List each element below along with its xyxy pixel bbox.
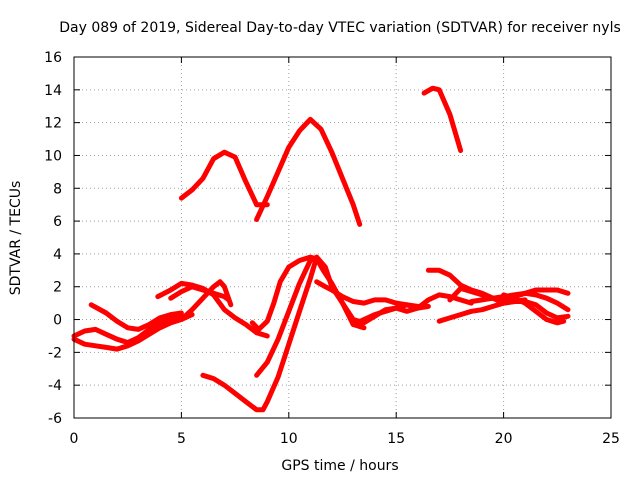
series-line-s1	[178, 149, 270, 208]
x-tick-label: 25	[602, 431, 620, 447]
series-line-s8	[168, 284, 232, 303]
series-line-s17	[436, 299, 571, 324]
y-tick-label: 2	[53, 280, 62, 296]
series-line-s6	[88, 302, 184, 332]
series-line-s2	[254, 116, 363, 227]
series-line-s13	[314, 279, 421, 309]
x-tick-label: 0	[70, 431, 79, 447]
y-tick-label: 0	[53, 313, 62, 329]
y-tick-label: -2	[48, 345, 62, 361]
series-line-s18	[501, 292, 567, 326]
x-tick-label: 5	[177, 431, 186, 447]
x-tick-label: 15	[387, 431, 405, 447]
x-tick-label: 10	[280, 431, 298, 447]
y-tick-label: 8	[53, 181, 62, 197]
y-tick-label: 16	[44, 50, 62, 66]
axis-ticks: 0 5 10 15 20 25 -6 -4 -2 0 2 4 6 8 10 12 14 16	[44, 50, 620, 447]
x-tick-label: 20	[495, 431, 513, 447]
y-tick-label: -6	[48, 411, 62, 427]
series-line-s9	[178, 279, 234, 322]
y-tick-label: 10	[44, 148, 62, 164]
series-line-s19	[468, 290, 571, 313]
plot-frame	[73, 56, 612, 419]
series-line-s12	[200, 254, 320, 413]
y-tick-label: 4	[53, 247, 62, 263]
chart-title: Day 089 of 2019, Sidereal Day-to-day VTE…	[59, 20, 621, 36]
y-tick-label: 12	[44, 116, 62, 132]
series-line-s3	[421, 85, 464, 153]
y-tick-label: 6	[53, 214, 62, 230]
y-tick-label: 14	[44, 83, 62, 99]
y-axis-label: SDTVAR / TECUs	[8, 181, 24, 296]
series-line-s4	[71, 312, 195, 352]
y-tick-label: -4	[48, 378, 62, 394]
x-axis-label: GPS time / hours	[281, 458, 398, 474]
grid	[74, 57, 611, 418]
series-line-s5	[71, 313, 184, 345]
series-group	[71, 85, 571, 413]
